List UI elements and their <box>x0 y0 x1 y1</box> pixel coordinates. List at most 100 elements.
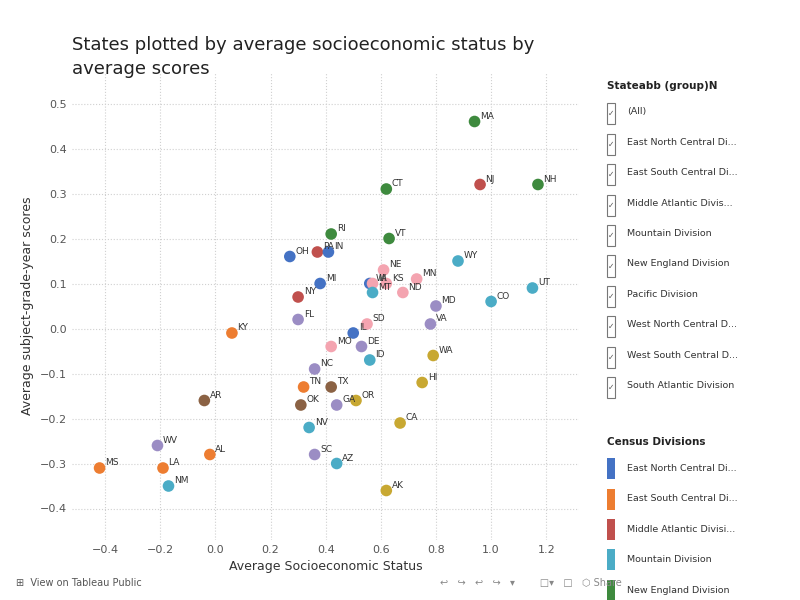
Text: AR: AR <box>210 391 222 400</box>
Point <box>322 247 335 257</box>
FancyBboxPatch shape <box>606 134 615 155</box>
Text: ✓: ✓ <box>607 353 614 362</box>
Point <box>350 396 362 406</box>
Text: WI: WI <box>375 274 387 283</box>
Text: DE: DE <box>367 337 379 346</box>
Point <box>198 396 210 406</box>
Point <box>330 458 343 468</box>
Text: Mountain Division: Mountain Division <box>627 555 712 564</box>
Point <box>330 400 343 410</box>
Text: SC: SC <box>320 445 332 454</box>
Text: MN: MN <box>422 269 437 278</box>
Text: ND: ND <box>409 283 422 292</box>
Point <box>526 283 539 293</box>
Point <box>347 328 360 338</box>
Point <box>314 278 326 289</box>
Text: CO: CO <box>497 292 510 301</box>
Text: NJ: NJ <box>486 175 495 184</box>
Text: ✓: ✓ <box>607 231 614 240</box>
Text: (All): (All) <box>627 107 646 116</box>
Point <box>325 229 338 239</box>
Text: NM: NM <box>174 476 189 485</box>
FancyBboxPatch shape <box>606 580 615 600</box>
Text: ✓: ✓ <box>607 292 614 301</box>
Text: NE: NE <box>389 260 402 269</box>
Text: ✓: ✓ <box>607 262 614 271</box>
FancyBboxPatch shape <box>606 103 615 124</box>
Point <box>302 423 315 433</box>
Text: TX: TX <box>337 377 348 386</box>
Point <box>380 486 393 496</box>
Point <box>380 184 393 194</box>
Text: South Atlantic Division: South Atlantic Division <box>627 381 734 390</box>
Text: KS: KS <box>392 274 403 283</box>
Point <box>474 180 486 190</box>
Text: MD: MD <box>442 296 456 305</box>
Text: OK: OK <box>306 395 319 404</box>
Point <box>363 278 376 289</box>
Text: AK: AK <box>392 481 404 490</box>
Text: Middle Atlantic Divisi...: Middle Atlantic Divisi... <box>627 525 735 534</box>
Text: AL: AL <box>215 445 226 454</box>
Point <box>468 117 481 127</box>
Text: VA: VA <box>436 314 448 323</box>
Text: New England Division: New England Division <box>627 586 730 595</box>
Text: East North Central Di...: East North Central Di... <box>627 137 737 146</box>
FancyBboxPatch shape <box>606 225 615 246</box>
Text: ✓: ✓ <box>607 140 614 149</box>
Text: NC: NC <box>320 359 333 368</box>
Text: MI: MI <box>326 274 336 283</box>
FancyBboxPatch shape <box>606 488 615 509</box>
Text: Census Divisions: Census Divisions <box>606 437 705 447</box>
Text: States plotted by average socioeconomic status by
average scores: States plotted by average socioeconomic … <box>72 36 534 77</box>
Text: GA: GA <box>342 395 355 404</box>
FancyBboxPatch shape <box>606 316 615 337</box>
Point <box>361 319 374 329</box>
Text: New England Division: New England Division <box>627 259 730 268</box>
Point <box>380 278 393 289</box>
Text: VT: VT <box>394 229 406 238</box>
Text: West North Central D...: West North Central D... <box>627 320 737 329</box>
Text: ↩   ↪   ↩   ↪   ▾        □▾   □   ⬡ Share: ↩ ↪ ↩ ↪ ▾ □▾ □ ⬡ Share <box>440 578 622 588</box>
Point <box>394 418 406 428</box>
Point <box>294 400 307 410</box>
Text: NH: NH <box>543 175 557 184</box>
FancyBboxPatch shape <box>606 194 615 215</box>
Point <box>355 342 368 352</box>
Point <box>93 463 106 473</box>
X-axis label: Average Socioeconomic Status: Average Socioeconomic Status <box>229 560 422 574</box>
Point <box>292 292 305 302</box>
Point <box>366 288 379 298</box>
Point <box>308 450 321 460</box>
Text: CA: CA <box>406 413 418 422</box>
FancyBboxPatch shape <box>606 286 615 307</box>
Text: CT: CT <box>392 179 403 188</box>
Text: MT: MT <box>378 283 391 292</box>
Point <box>226 328 238 338</box>
FancyBboxPatch shape <box>606 347 615 368</box>
Text: ✓: ✓ <box>607 170 614 179</box>
Text: West South Central D...: West South Central D... <box>627 350 738 359</box>
Text: KY: KY <box>238 323 248 332</box>
Point <box>382 234 395 244</box>
Point <box>424 319 437 329</box>
FancyBboxPatch shape <box>606 458 615 479</box>
Point <box>157 463 170 473</box>
Point <box>203 450 216 460</box>
Text: IA: IA <box>378 274 387 283</box>
Y-axis label: Average subject-grade-year scores: Average subject-grade-year scores <box>22 197 34 415</box>
Text: RI: RI <box>337 224 346 233</box>
Point <box>531 180 544 190</box>
Point <box>151 441 164 451</box>
FancyBboxPatch shape <box>606 550 615 571</box>
Text: ✓: ✓ <box>607 322 614 331</box>
Text: WA: WA <box>438 346 454 355</box>
Text: MO: MO <box>337 337 351 346</box>
Text: East South Central Di...: East South Central Di... <box>627 168 738 177</box>
Point <box>283 252 296 262</box>
Text: WV: WV <box>163 436 178 445</box>
Point <box>397 288 410 298</box>
Point <box>430 301 442 311</box>
Point <box>366 278 379 289</box>
Text: Stateabb (group)N: Stateabb (group)N <box>606 82 717 91</box>
